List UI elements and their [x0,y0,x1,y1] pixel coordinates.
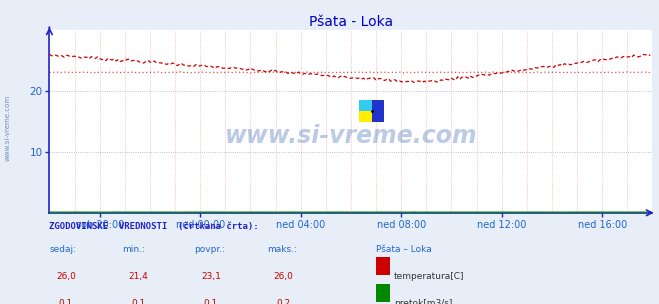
Text: ZGODOVINSKE  VREDNOSTI  (črtkana črta):: ZGODOVINSKE VREDNOSTI (črtkana črta): [49,222,259,231]
Text: sedaj:: sedaj: [49,245,76,254]
Text: min.:: min.: [122,245,145,254]
Title: Pšata - Loka: Pšata - Loka [309,15,393,29]
Text: temperatura[C]: temperatura[C] [394,272,465,281]
Text: 0,1: 0,1 [59,299,73,304]
Bar [359,100,384,122]
Text: 26,0: 26,0 [56,272,76,281]
Text: www.si-vreme.com: www.si-vreme.com [225,124,477,148]
Text: 21,4: 21,4 [129,272,148,281]
Text: 26,0: 26,0 [273,272,293,281]
Text: maks.:: maks.: [267,245,297,254]
Text: 0,1: 0,1 [204,299,218,304]
Text: pretok[m3/s]: pretok[m3/s] [394,299,453,304]
Text: povpr.:: povpr.: [194,245,225,254]
Bar [372,100,384,122]
Text: 0,1: 0,1 [131,299,146,304]
Text: Pšata – Loka: Pšata – Loka [376,245,432,254]
Text: www.si-vreme.com: www.si-vreme.com [5,95,11,161]
Text: 23,1: 23,1 [201,272,221,281]
Bar [359,100,372,111]
Text: 0,2: 0,2 [276,299,291,304]
